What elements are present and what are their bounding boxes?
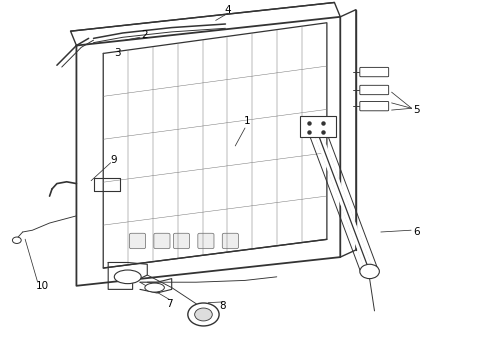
FancyBboxPatch shape xyxy=(360,85,389,95)
Circle shape xyxy=(360,264,379,279)
Text: 5: 5 xyxy=(414,105,420,115)
Text: 2: 2 xyxy=(142,30,148,40)
Ellipse shape xyxy=(145,283,164,292)
FancyBboxPatch shape xyxy=(198,233,214,249)
Text: 9: 9 xyxy=(111,155,118,165)
Text: 10: 10 xyxy=(36,281,49,291)
Text: 1: 1 xyxy=(244,116,251,126)
Ellipse shape xyxy=(114,270,141,284)
FancyBboxPatch shape xyxy=(154,233,170,249)
Text: 6: 6 xyxy=(414,227,420,237)
Circle shape xyxy=(195,308,212,321)
Circle shape xyxy=(188,303,219,326)
FancyBboxPatch shape xyxy=(173,233,190,249)
FancyBboxPatch shape xyxy=(300,116,336,137)
Circle shape xyxy=(12,237,21,243)
Text: 7: 7 xyxy=(166,299,172,309)
FancyBboxPatch shape xyxy=(360,102,389,111)
FancyBboxPatch shape xyxy=(222,233,239,249)
Text: 3: 3 xyxy=(115,48,121,58)
FancyBboxPatch shape xyxy=(129,233,146,249)
Text: 8: 8 xyxy=(220,301,226,311)
Text: 4: 4 xyxy=(224,5,231,15)
FancyBboxPatch shape xyxy=(360,67,389,77)
